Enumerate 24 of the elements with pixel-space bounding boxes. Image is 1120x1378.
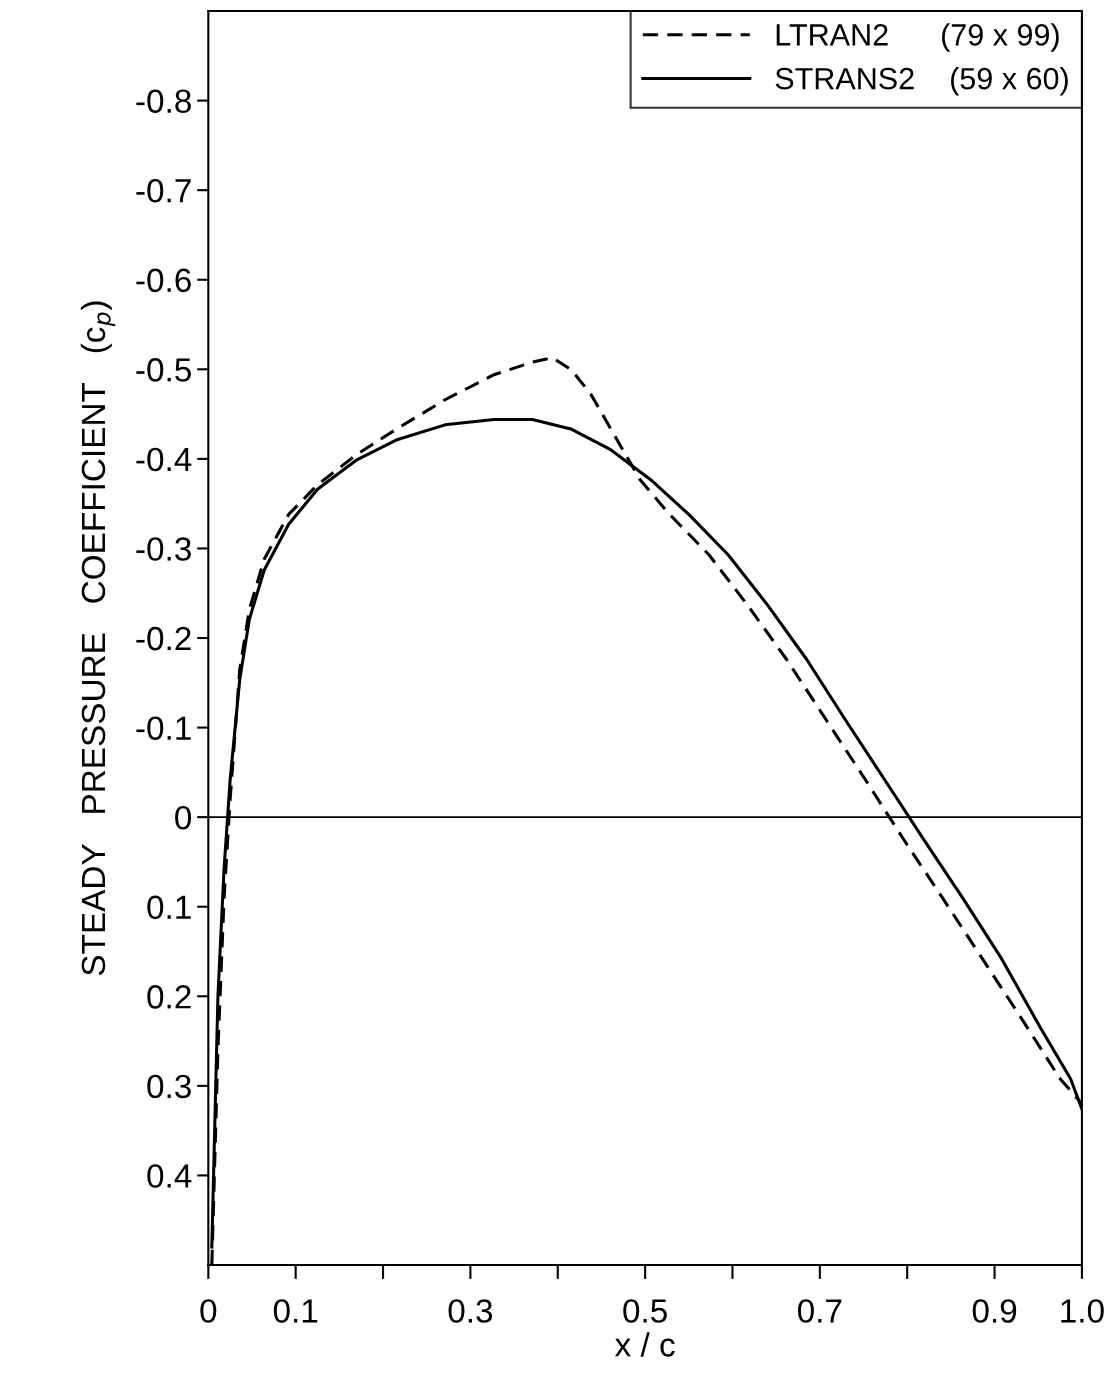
y-tick-label: 0 bbox=[175, 805, 192, 830]
y-tick-label: -0.8 bbox=[136, 89, 191, 113]
x-tick-label: 0.9 bbox=[972, 1299, 1017, 1323]
y-axis-title: STEADY PRESSURE COEFFICIENT (c$_{p}$) bbox=[80, 301, 116, 976]
y-tick-label: -0.4 bbox=[136, 447, 192, 472]
y-tick-label: -0.5 bbox=[136, 358, 191, 382]
x-tick-label: 0.5 bbox=[623, 1299, 667, 1323]
legend-label: STRANS2 (59 x 60) bbox=[775, 67, 1068, 96]
x-tick-label: 0.1 bbox=[273, 1299, 318, 1323]
y-tick-label: -0.2 bbox=[136, 626, 191, 651]
y-tick-label: -0.7 bbox=[136, 178, 191, 203]
y-tick-label: 0.3 bbox=[147, 1074, 191, 1099]
y-tick-label: 0.1 bbox=[147, 895, 191, 920]
x-tick-label: 1.0 bbox=[1061, 1299, 1104, 1323]
legend-label: LTRAN2 (79 x 99) bbox=[776, 23, 1059, 52]
y-tick-label: 0.4 bbox=[147, 1164, 192, 1188]
x-axis-title: x / c bbox=[614, 1332, 675, 1357]
y-tick-label: -0.3 bbox=[136, 537, 191, 561]
y-tick-label: -0.6 bbox=[136, 268, 191, 293]
x-tick-label: 0.7 bbox=[797, 1299, 842, 1323]
x-tick-label: 0 bbox=[200, 1299, 217, 1323]
y-tick-label: 0.2 bbox=[147, 985, 191, 1009]
x-tick-label: 0.3 bbox=[448, 1299, 493, 1323]
y-tick-label: -0.1 bbox=[136, 716, 191, 740]
